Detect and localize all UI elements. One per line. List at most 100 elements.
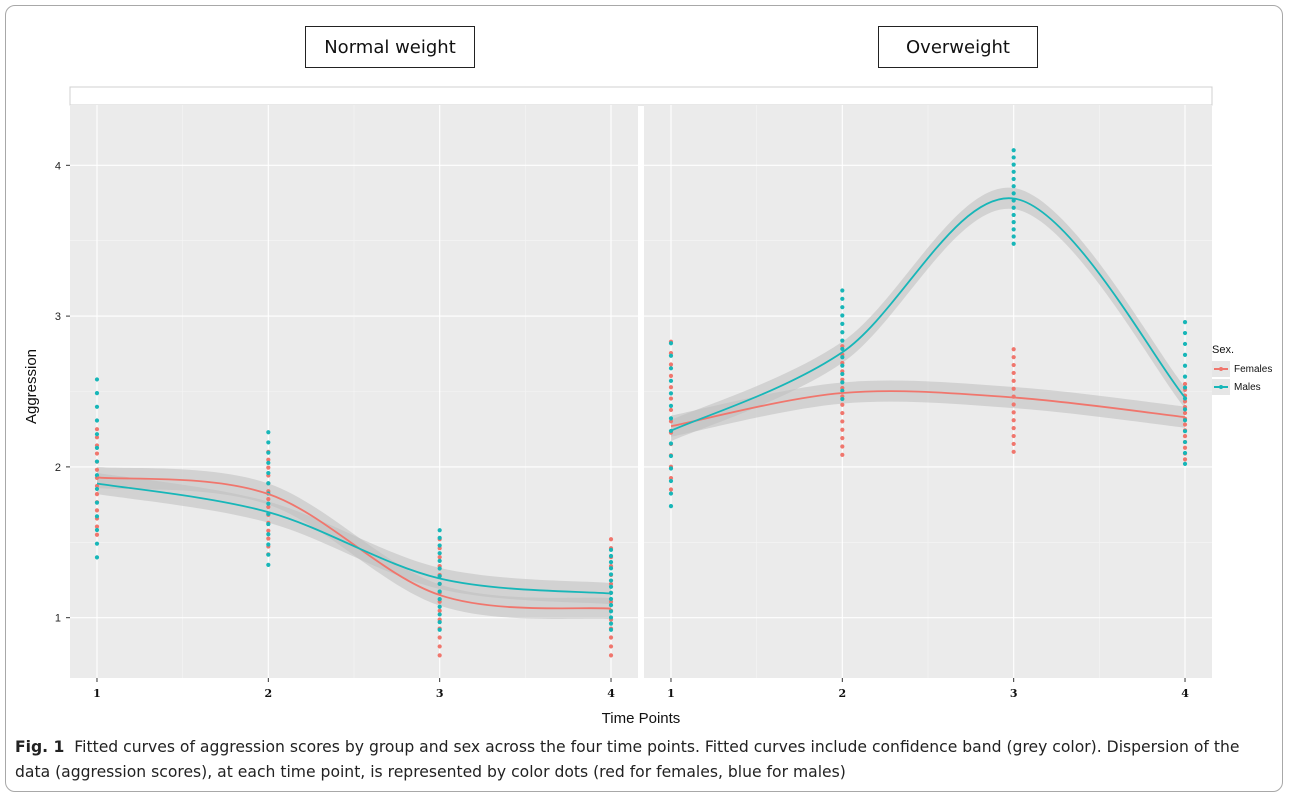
data-point-males	[438, 559, 442, 563]
data-point-males	[95, 542, 99, 546]
data-point-males	[1012, 170, 1016, 174]
data-point-females	[840, 453, 844, 457]
data-point-males	[1183, 342, 1187, 346]
data-point-males	[609, 554, 613, 558]
data-point-females	[1012, 379, 1016, 383]
data-point-males	[609, 585, 613, 589]
legend-item-males: Males	[1212, 378, 1272, 396]
data-point-males	[438, 620, 442, 624]
data-point-males	[1183, 353, 1187, 357]
data-point-males	[1012, 191, 1016, 195]
data-point-males	[95, 487, 99, 491]
data-point-males	[669, 354, 673, 358]
data-point-females	[840, 419, 844, 423]
legend: Sex. Females Males	[1212, 344, 1272, 396]
legend-title: Sex.	[1212, 344, 1272, 356]
data-point-males	[1183, 331, 1187, 335]
data-point-females	[1012, 371, 1016, 375]
data-point-males	[609, 548, 613, 552]
data-point-females	[1012, 418, 1016, 422]
data-point-males	[438, 543, 442, 547]
data-point-males	[1183, 364, 1187, 368]
data-point-males	[840, 397, 844, 401]
data-point-males	[1183, 375, 1187, 379]
data-point-males	[840, 355, 844, 359]
data-point-males	[669, 479, 673, 483]
data-point-females	[438, 555, 442, 559]
data-point-males	[1012, 148, 1016, 152]
data-point-males	[669, 466, 673, 470]
data-point-males	[95, 391, 99, 395]
data-point-males	[840, 322, 844, 326]
data-point-females	[95, 492, 99, 496]
data-point-females	[669, 374, 673, 378]
data-point-males	[266, 481, 270, 485]
data-point-males	[669, 366, 673, 370]
data-point-males	[438, 551, 442, 555]
data-point-females	[1183, 411, 1187, 415]
legend-key-females	[1212, 361, 1230, 377]
data-point-males	[1183, 440, 1187, 444]
y-tick-label-2: 2	[55, 462, 61, 474]
data-point-males	[1012, 220, 1016, 224]
data-point-males	[1012, 163, 1016, 167]
data-point-males	[95, 377, 99, 381]
data-point-females	[438, 609, 442, 613]
data-point-males	[669, 416, 673, 420]
data-point-males	[438, 589, 442, 593]
legend-key-males	[1212, 379, 1230, 395]
data-point-males	[609, 615, 613, 619]
data-point-males	[266, 502, 270, 506]
data-point-females	[609, 537, 613, 541]
data-point-males	[438, 536, 442, 540]
data-point-females	[1012, 387, 1016, 391]
data-point-males	[95, 501, 99, 505]
data-point-males	[609, 572, 613, 576]
data-point-females	[840, 436, 844, 440]
data-point-males	[266, 471, 270, 475]
data-point-females	[266, 536, 270, 540]
data-point-males	[1012, 184, 1016, 188]
data-point-females	[1183, 422, 1187, 426]
data-point-males	[669, 341, 673, 345]
data-point-females	[840, 444, 844, 448]
data-point-females	[1183, 457, 1187, 461]
data-point-males	[266, 461, 270, 465]
data-point-females	[609, 644, 613, 648]
data-point-males	[266, 451, 270, 455]
data-point-females	[266, 497, 270, 501]
y-tick-label-1: 1	[55, 613, 61, 625]
data-point-females	[1012, 355, 1016, 359]
data-point-males	[1012, 177, 1016, 181]
data-point-females	[438, 644, 442, 648]
data-point-males	[1183, 451, 1187, 455]
data-point-males	[840, 288, 844, 292]
data-point-males	[438, 605, 442, 609]
data-point-males	[266, 440, 270, 444]
data-point-males	[266, 542, 270, 546]
caption-label: Fig. 1	[15, 738, 64, 756]
data-point-males	[95, 528, 99, 532]
x-tick-label-1: 1	[93, 687, 101, 700]
legend-label-males: Males	[1234, 382, 1261, 393]
data-point-males	[1183, 385, 1187, 389]
data-point-males	[95, 514, 99, 518]
data-point-males	[1183, 429, 1187, 433]
data-point-males	[1183, 407, 1187, 411]
data-point-females	[95, 451, 99, 455]
data-point-males	[840, 313, 844, 317]
y-axis-label: Aggression	[23, 349, 40, 424]
data-point-females	[1012, 442, 1016, 446]
x-tick-label-3: 3	[436, 687, 444, 700]
data-point-males	[609, 560, 613, 564]
data-point-males	[609, 628, 613, 632]
data-point-females	[609, 653, 613, 657]
data-point-males	[840, 330, 844, 334]
data-point-males	[438, 612, 442, 616]
data-point-males	[669, 404, 673, 408]
data-point-males	[1183, 320, 1187, 324]
data-point-females	[1183, 446, 1187, 450]
data-point-males	[840, 297, 844, 301]
data-point-females	[840, 428, 844, 432]
